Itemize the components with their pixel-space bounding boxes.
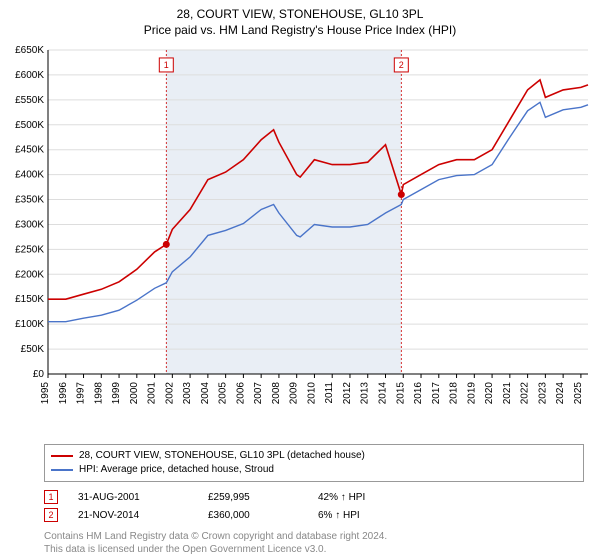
x-tick-label: 2018 [449, 382, 460, 405]
x-tick-label: 2021 [502, 382, 513, 405]
chart: £0 £50K £100K £150K £200K £250K £300K £350K £400… [0, 42, 600, 442]
x-tick-label: 1996 [58, 382, 69, 405]
y-tick-label: £550K [15, 95, 44, 106]
marker-price: £360,000 [208, 510, 298, 521]
marker-date: 31-AUG-2001 [78, 492, 188, 503]
y-tick-label: £150K [15, 294, 44, 305]
title-area: 28, COURT VIEW, STONEHOUSE, GL10 3PL Pri… [0, 0, 600, 38]
footer: Contains HM Land Registry data © Crown c… [44, 530, 584, 556]
x-tick-label: 2015 [395, 382, 406, 405]
legend-label: HPI: Average price, detached house, Stro… [79, 463, 274, 477]
footer-line-1: Contains HM Land Registry data © Crown c… [44, 530, 584, 543]
y-tick-label: £350K [15, 195, 44, 206]
x-tick-label: 1998 [93, 382, 104, 405]
y-tick-label: £450K [15, 145, 44, 156]
y-tick-label: £400K [15, 170, 44, 181]
x-tick-label: 2023 [537, 382, 548, 405]
marker-price: £259,995 [208, 492, 298, 503]
marker-dot [163, 241, 170, 248]
legend-row: 28, COURT VIEW, STONEHOUSE, GL10 3PL (de… [51, 449, 577, 463]
legend-swatch [51, 455, 73, 457]
x-tick-label: 1999 [111, 382, 122, 405]
x-tick-label: 2001 [147, 382, 158, 405]
x-tick-label: 2020 [484, 382, 495, 405]
y-tick-label: £300K [15, 219, 44, 230]
marker-table-row: 1 31-AUG-2001 £259,995 42% ↑ HPI [44, 488, 584, 506]
y-tick-label: £600K [15, 70, 44, 81]
marker-table-badge: 2 [44, 508, 58, 522]
x-tick-label: 2017 [431, 382, 442, 405]
marker-badge-label: 2 [399, 60, 404, 70]
chart-svg: £0 £50K £100K £150K £200K £250K £300K £350K £400… [0, 42, 600, 442]
y-tick-label: £250K [15, 244, 44, 255]
marker-dot [398, 191, 405, 198]
marker-table: 1 31-AUG-2001 £259,995 42% ↑ HPI 2 21-NOV-201… [44, 488, 584, 524]
x-tick-label: 2008 [271, 382, 282, 405]
y-tick-label: £100K [15, 319, 44, 330]
x-tick-label: 2025 [573, 382, 584, 405]
x-tick-label: 2024 [555, 382, 566, 405]
legend-row: HPI: Average price, detached house, Stro… [51, 463, 577, 477]
marker-badge-label: 1 [164, 60, 169, 70]
x-tick-label: 1997 [76, 382, 87, 405]
x-tick-label: 2016 [413, 382, 424, 405]
marker-date: 21-NOV-2014 [78, 510, 188, 521]
y-tick-label: £500K [15, 120, 44, 131]
x-tick-label: 2004 [200, 382, 211, 405]
footer-line-2: This data is licensed under the Open Gov… [44, 543, 584, 556]
x-tick-label: 2013 [360, 382, 371, 405]
x-tick-label: 2002 [164, 382, 175, 405]
legend-area: 28, COURT VIEW, STONEHOUSE, GL10 3PL (de… [44, 444, 584, 556]
y-tick-label: £50K [21, 344, 45, 355]
x-tick-label: 2000 [129, 382, 140, 405]
marker-table-row: 2 21-NOV-2014 £360,000 6% ↑ HPI [44, 506, 584, 524]
legend-label: 28, COURT VIEW, STONEHOUSE, GL10 3PL (de… [79, 449, 365, 463]
legend-box: 28, COURT VIEW, STONEHOUSE, GL10 3PL (de… [44, 444, 584, 482]
x-tick-label: 2003 [182, 382, 193, 405]
marker-hpi: 6% ↑ HPI [318, 510, 428, 521]
x-tick-label: 2009 [289, 382, 300, 405]
marker-hpi: 42% ↑ HPI [318, 492, 428, 503]
x-tick-label: 2022 [520, 382, 531, 405]
shaded-band [166, 50, 401, 374]
x-tick-label: 2010 [306, 382, 317, 405]
y-tick-label: £650K [15, 45, 44, 56]
x-tick-label: 2019 [466, 382, 477, 405]
x-tick-label: 2012 [342, 382, 353, 405]
y-tick-label: £0 [33, 369, 45, 380]
x-tick-label: 1995 [40, 382, 51, 405]
x-tick-label: 2011 [324, 382, 335, 404]
y-tick-label: £200K [15, 269, 44, 280]
x-tick-label: 2005 [218, 382, 229, 405]
title-line-2: Price paid vs. HM Land Registry's House … [0, 22, 600, 38]
x-tick-label: 2014 [378, 382, 389, 405]
x-tick-label: 2007 [253, 382, 264, 405]
x-tick-label: 2006 [235, 382, 246, 405]
legend-swatch [51, 469, 73, 471]
marker-table-badge: 1 [44, 490, 58, 504]
title-line-1: 28, COURT VIEW, STONEHOUSE, GL10 3PL [0, 6, 600, 22]
